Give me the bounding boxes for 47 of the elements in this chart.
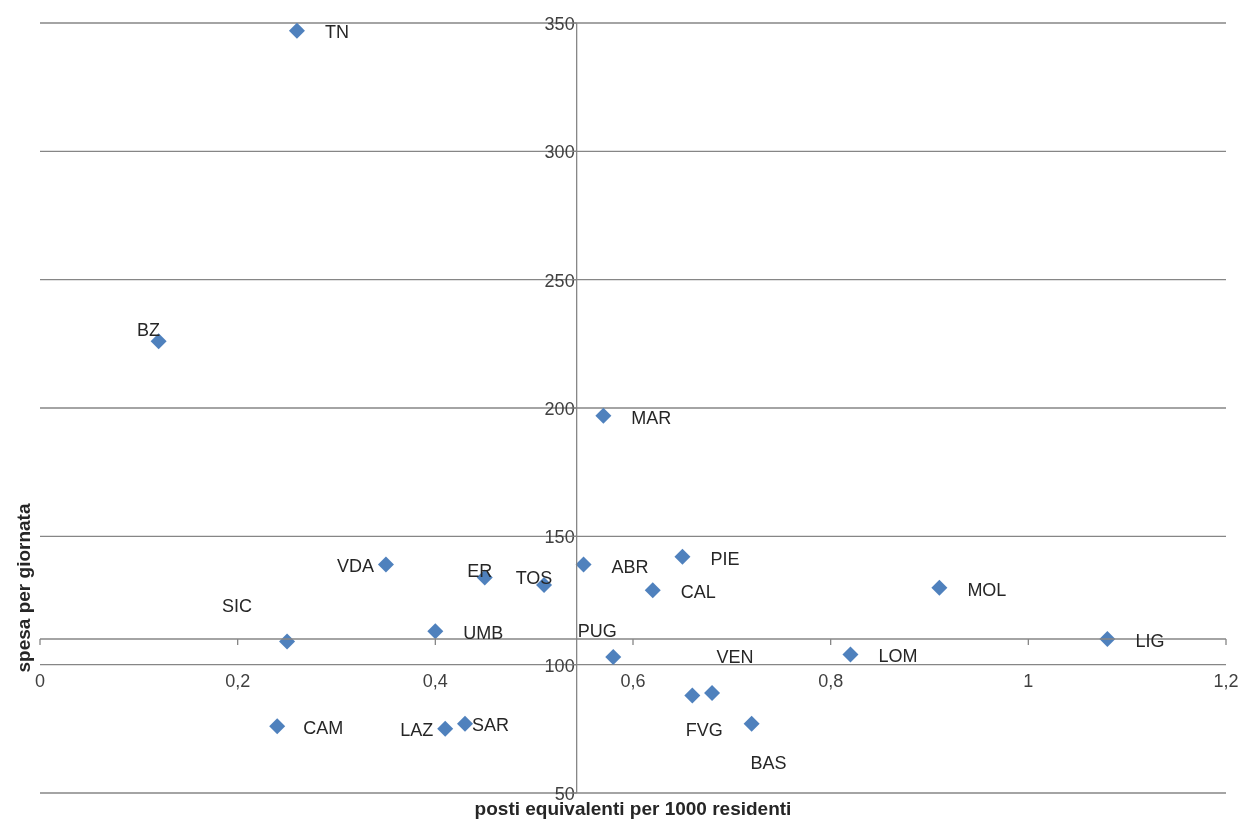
y-tick-label: 200 <box>544 399 575 419</box>
x-tick-label: 0,4 <box>422 671 448 691</box>
annotation: MOL <box>967 579 1007 600</box>
point <box>377 556 394 573</box>
point <box>674 548 691 565</box>
annotation: TN <box>324 21 349 42</box>
point <box>605 648 622 665</box>
annotation: MAR <box>631 407 672 428</box>
annotation: FVG <box>685 720 723 741</box>
point <box>743 715 760 732</box>
x-tick-label: 1,2 <box>1213 671 1239 691</box>
point <box>931 579 948 596</box>
x-tick-label: 0,2 <box>225 671 251 691</box>
annotation: VEN <box>716 646 754 667</box>
point <box>288 23 305 39</box>
x-tick-label: 1 <box>1023 671 1034 691</box>
annotation: SAR <box>471 714 509 735</box>
annotation: VDA <box>336 555 374 576</box>
point <box>427 623 444 640</box>
point <box>704 684 721 701</box>
annotation: PUG <box>577 620 617 641</box>
x-tick-label: 0 <box>34 671 46 691</box>
point <box>595 407 612 424</box>
point <box>644 582 661 599</box>
annotation: BZ <box>137 320 161 341</box>
point <box>575 556 592 573</box>
point <box>437 720 454 737</box>
annotation: CAL <box>680 582 716 603</box>
point <box>456 715 473 732</box>
annotation: BAS <box>750 752 787 773</box>
annotation: UMB <box>463 623 504 644</box>
y-tick-label: 350 <box>544 14 575 34</box>
annotation: LIG <box>1135 631 1165 651</box>
annotation: TOS <box>515 568 553 589</box>
x-tick-label: 0,8 <box>818 671 844 691</box>
annotation: ABR <box>611 556 649 577</box>
point <box>269 718 286 735</box>
annotation: LOM <box>878 646 918 667</box>
annotation: ER <box>467 561 493 582</box>
x-tick-label: 0,6 <box>620 671 646 691</box>
annotation: SIC <box>222 595 253 616</box>
annotation: CAM <box>303 718 344 739</box>
point <box>842 646 859 663</box>
annotation: LAZ <box>400 719 434 740</box>
point <box>684 687 701 704</box>
annotation: PIE <box>710 548 740 569</box>
y-axis-title: spesa per giornata <box>13 503 34 673</box>
